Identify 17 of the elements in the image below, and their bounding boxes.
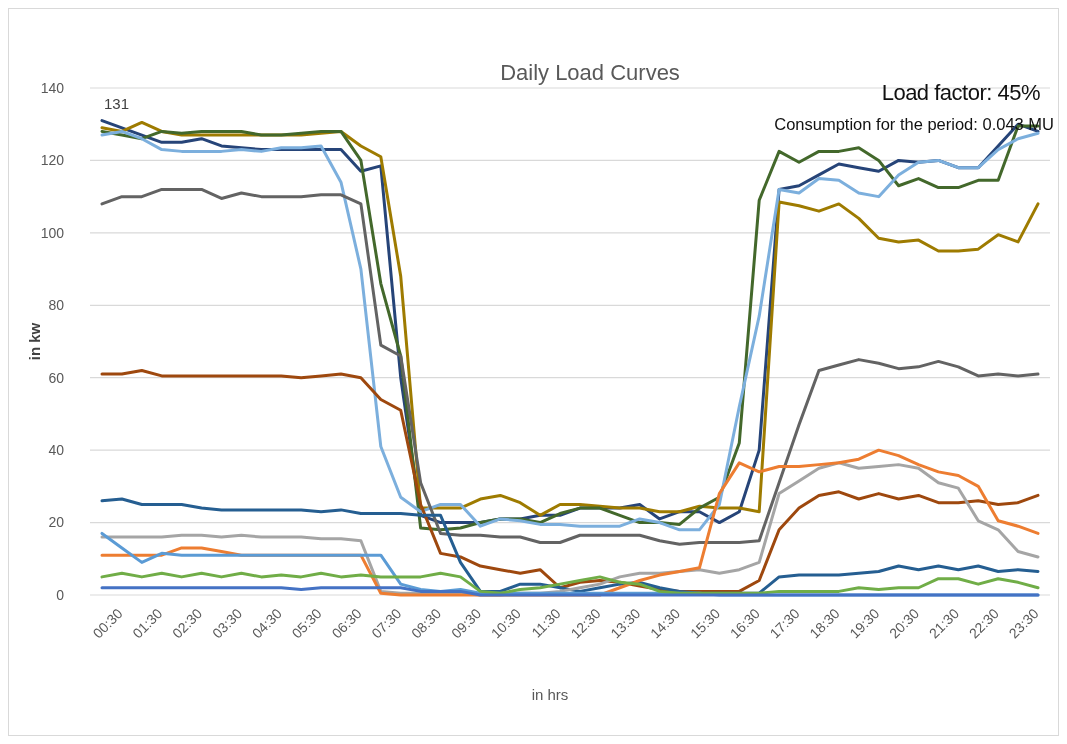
line-series [100, 571, 1040, 595]
y-tick-label: 140 [40, 79, 65, 96]
annotation: 131 [104, 94, 130, 112]
line-series [100, 187, 1040, 546]
y-axis-title: in kw [26, 322, 43, 361]
chart-title: Daily Load Curves [500, 60, 680, 85]
y-tick-label: 60 [48, 369, 65, 386]
annotation: Load factor: 45% [881, 80, 1040, 105]
y-tick-label: 100 [40, 224, 65, 241]
x-axis-title: in hrs [531, 686, 569, 703]
y-tick-label: 80 [48, 297, 65, 314]
y-tick-label: 20 [48, 514, 65, 531]
y-tick-label: 120 [40, 152, 65, 169]
annotation: Consumption for the period: 0.043 MU [774, 115, 1054, 133]
y-tick-label: 0 [56, 586, 65, 603]
line-series [100, 586, 1040, 597]
y-tick-label: 40 [48, 442, 65, 459]
